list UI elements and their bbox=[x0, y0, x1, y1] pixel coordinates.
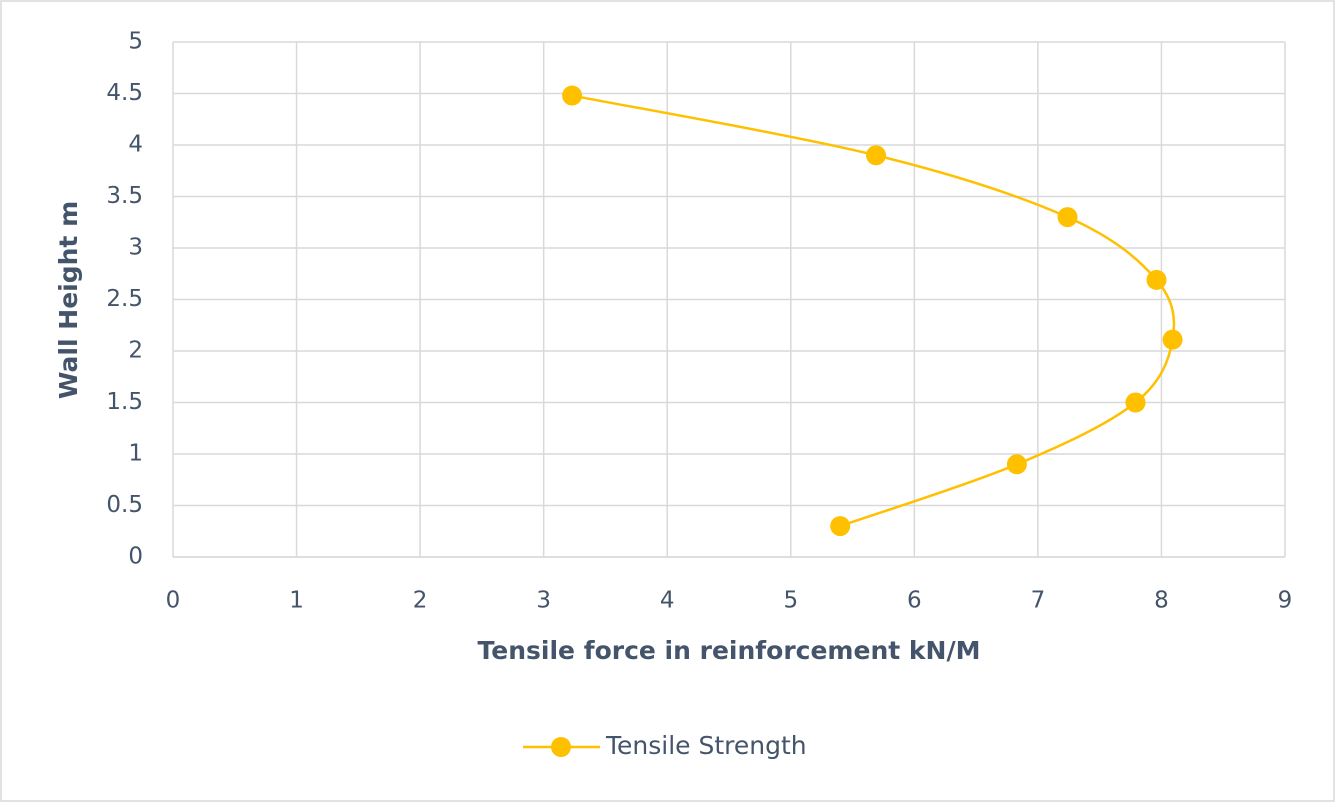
y-tick-label: 0 bbox=[128, 544, 143, 570]
x-tick-label: 6 bbox=[907, 588, 922, 614]
x-tick-label: 8 bbox=[1154, 588, 1169, 614]
data-point bbox=[1146, 269, 1167, 290]
y-tick-label: 1.5 bbox=[106, 389, 143, 415]
y-tick-label: 5 bbox=[128, 29, 143, 55]
y-tick-label: 2 bbox=[128, 338, 143, 364]
y-tick-label: 1 bbox=[128, 441, 143, 467]
data-point bbox=[1125, 392, 1146, 413]
data-point bbox=[1162, 329, 1183, 350]
legend-label: Tensile Strength bbox=[605, 731, 807, 760]
x-tick-label: 3 bbox=[536, 588, 551, 614]
x-tick-label: 2 bbox=[413, 588, 428, 614]
data-point bbox=[1057, 207, 1078, 228]
legend-marker bbox=[551, 737, 571, 757]
x-axis-title: Tensile force in reinforcement kN/M bbox=[478, 636, 981, 665]
y-tick-label: 3 bbox=[128, 235, 143, 261]
y-tick-label: 0.5 bbox=[106, 492, 143, 518]
y-tick-label: 4.5 bbox=[106, 80, 143, 106]
data-point bbox=[562, 85, 583, 106]
x-tick-label: 1 bbox=[289, 588, 304, 614]
data-point bbox=[830, 516, 851, 537]
data-point bbox=[1006, 454, 1027, 475]
y-tick-label: 3.5 bbox=[106, 183, 143, 209]
data-point bbox=[866, 145, 887, 166]
y-tick-label: 4 bbox=[128, 132, 143, 158]
y-tick-label: 2.5 bbox=[106, 286, 143, 312]
x-tick-label: 4 bbox=[660, 588, 675, 614]
x-tick-label: 9 bbox=[1278, 588, 1293, 614]
y-axis-title: Wall Height m bbox=[54, 201, 83, 399]
x-tick-label: 7 bbox=[1031, 588, 1046, 614]
x-tick-label: 5 bbox=[783, 588, 798, 614]
x-tick-label: 0 bbox=[166, 588, 181, 614]
